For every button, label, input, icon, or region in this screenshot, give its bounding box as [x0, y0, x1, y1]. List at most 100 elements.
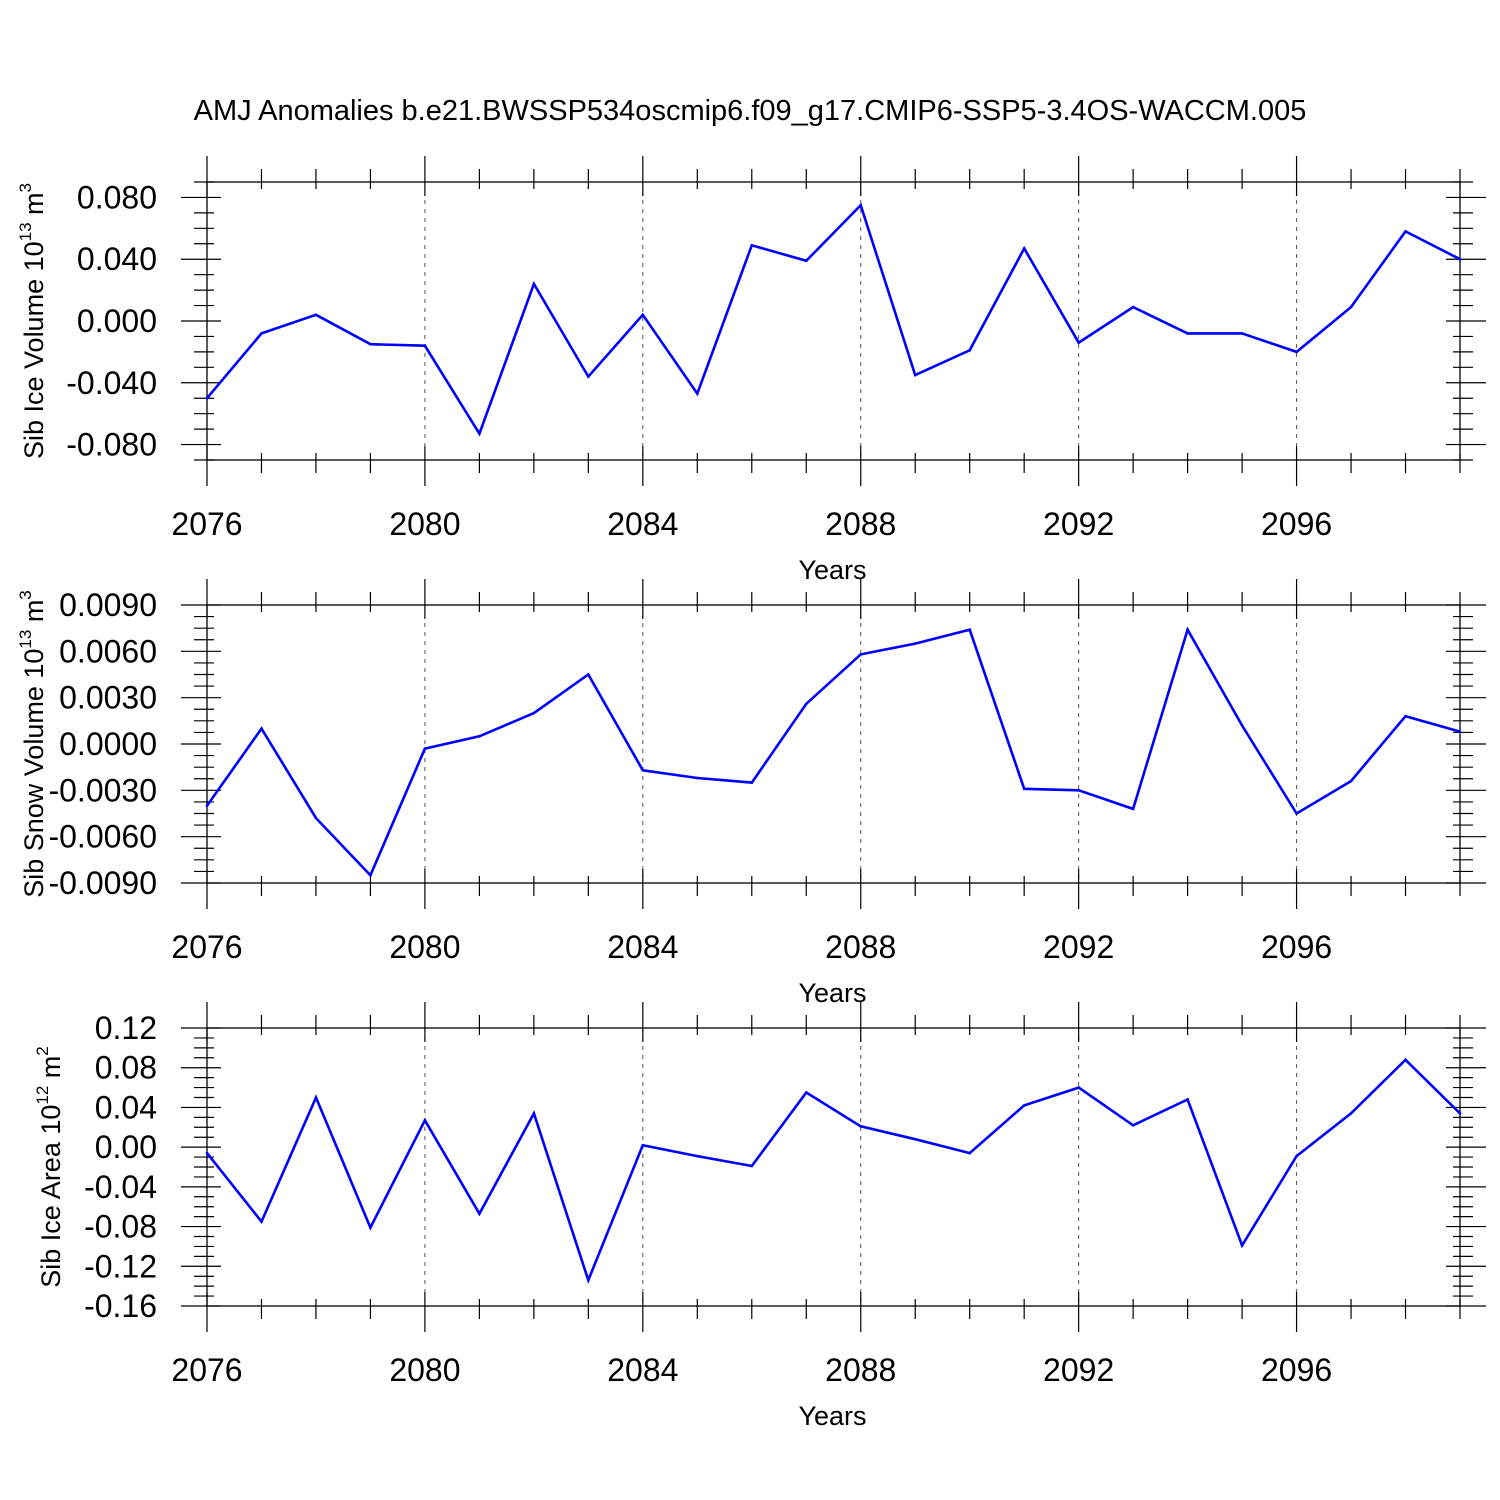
y-tick-label: 0.080 [77, 179, 157, 215]
data-point [314, 1096, 318, 1099]
data-point [369, 342, 372, 346]
data-point [1186, 332, 1189, 335]
data-point [369, 873, 372, 877]
data-point [968, 628, 971, 632]
y-tick-label: 0.000 [77, 303, 157, 339]
y-tick-label: 0.040 [77, 241, 157, 277]
x-axis-title: Years [798, 1401, 866, 1431]
data-point [804, 702, 808, 706]
y-axis-title-exponent: 13 [16, 630, 35, 649]
data-point [1458, 257, 1462, 261]
x-tick-label: 2076 [171, 929, 242, 965]
plot-frame [206, 181, 1461, 461]
data-point [1077, 789, 1080, 792]
y-tick-label: 0.08 [95, 1050, 157, 1086]
y-tick-label: -0.0090 [48, 865, 157, 901]
data-point [1349, 305, 1353, 309]
y-tick-label: -0.040 [66, 365, 157, 401]
data-point [260, 332, 263, 335]
data-point [804, 1091, 808, 1094]
y-tick-label: 0.0060 [59, 633, 157, 669]
data-point [1349, 1112, 1353, 1115]
y-tick-label: -0.16 [84, 1288, 157, 1324]
data-point [369, 1226, 372, 1229]
chart-panel-sib-ice-area: 2076 2080 2084 2088 2092 2096 0.12 0.080.04 0.00… [33, 1002, 1486, 1431]
data-point [205, 1151, 209, 1155]
data-point [1404, 1058, 1407, 1062]
y-tick-label: 0.12 [95, 1010, 157, 1046]
data-point [1404, 714, 1407, 718]
x-tick-label: 2084 [607, 506, 678, 542]
data-point [314, 816, 318, 820]
data-point [1240, 724, 1244, 727]
data-point [205, 396, 209, 400]
data-point [750, 781, 754, 784]
x-tick-label: 2076 [171, 506, 242, 542]
data-point [1022, 247, 1026, 250]
x-tick-label: 2080 [389, 1352, 460, 1388]
series-line [205, 626, 1461, 878]
data-point [532, 282, 536, 286]
y-axis-title-base: Sib Ice Volume 10 [19, 241, 49, 459]
x-tick-label: 2084 [607, 929, 678, 965]
data-point [641, 313, 645, 317]
data-point [1186, 628, 1189, 632]
x-tick-label: 2092 [1043, 1352, 1114, 1388]
chart-panel-sib-ice-volume: 2076 2080 2084 2088 2092 2096 0.080 0.040 0.000 -… [16, 156, 1486, 585]
data-point [532, 1112, 536, 1115]
data-point [205, 804, 209, 808]
data-point [423, 344, 427, 348]
data-point [587, 673, 590, 676]
x-axis-title: Years [798, 555, 866, 585]
y-axis-title-base: Sib Snow Volume 10 [19, 649, 49, 898]
x-tick-label: 2076 [171, 1352, 242, 1388]
y-axis-title-unit-exponent: 3 [16, 590, 35, 599]
panels: 2076 2080 2084 2088 2092 2096 0.080 0.040 0.000 -… [16, 156, 1486, 1431]
y-axis-title: Sib Ice Volume 1013 m3 [16, 183, 49, 459]
data-point [696, 1154, 699, 1158]
data-point [478, 432, 481, 436]
series-line [205, 1057, 1461, 1284]
data-point [1022, 787, 1026, 791]
data-point [478, 734, 481, 738]
x-tick-label: 2092 [1043, 506, 1114, 542]
data-point [1295, 812, 1298, 815]
data-point [1349, 779, 1353, 783]
y-axis-title-exponent: 12 [33, 1086, 52, 1105]
data-point [260, 1220, 263, 1223]
data-point [1295, 1154, 1298, 1158]
x-tick-label: 2084 [607, 1352, 678, 1388]
y-tick-label: -0.080 [66, 427, 157, 463]
data-point [314, 313, 318, 317]
y-tick-label: -0.0060 [48, 819, 157, 855]
data-point [913, 373, 917, 377]
x-tick-label: 2096 [1261, 506, 1332, 542]
data-point [587, 375, 590, 378]
data-point [587, 1278, 590, 1282]
data-point [1295, 350, 1298, 354]
data-point [1131, 1124, 1135, 1127]
data-point [478, 1212, 481, 1215]
x-axis-title: Years [798, 978, 866, 1008]
y-tick-label: -0.0030 [48, 772, 157, 808]
data-point [423, 747, 427, 750]
data-point [913, 1137, 917, 1141]
y-tick-label: 0.0090 [59, 587, 157, 623]
data-point [968, 349, 971, 352]
y-axis-title: Sib Snow Volume 1013 m3 [16, 590, 49, 898]
plot-frame [206, 1027, 1461, 1307]
data-point [1186, 1098, 1189, 1101]
y-axis-title-unit: m [36, 1056, 66, 1086]
data-point [1458, 1112, 1462, 1115]
data-point [1022, 1104, 1026, 1107]
data-point [1131, 807, 1135, 811]
data-point [641, 1143, 645, 1147]
data-point [696, 776, 699, 780]
data-point [423, 1119, 427, 1122]
x-tick-label: 2092 [1043, 929, 1114, 965]
y-axis-title-unit-exponent: 3 [16, 183, 35, 192]
series-line [206, 202, 1461, 437]
data-point [750, 244, 754, 247]
y-axis-title-unit-exponent: 2 [33, 1046, 52, 1055]
